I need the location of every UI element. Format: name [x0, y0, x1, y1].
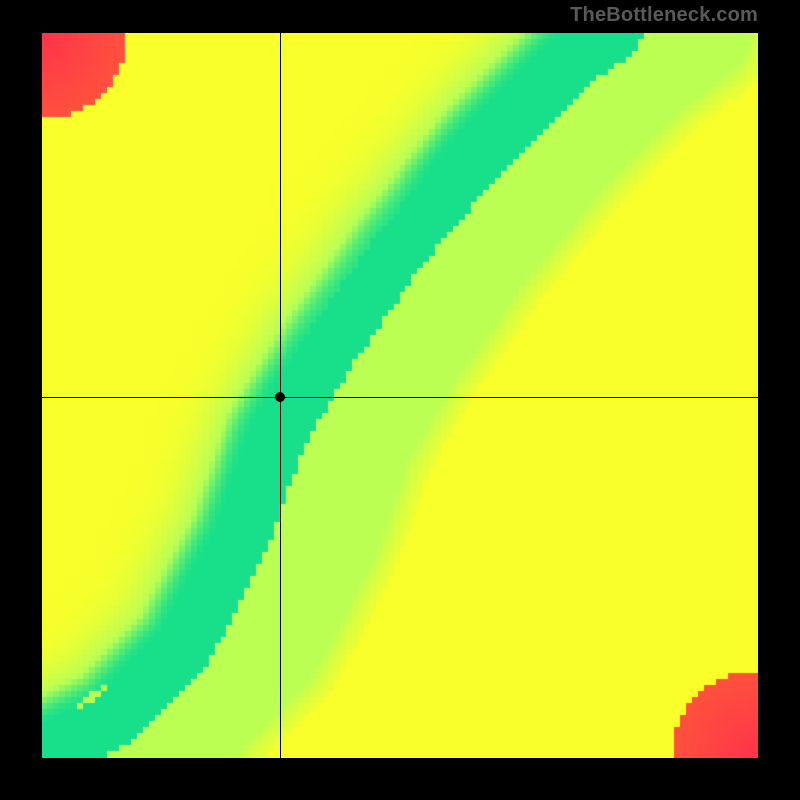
watermark-text: TheBottleneck.com: [570, 4, 758, 27]
chart-container: { "watermark": { "text": "TheBottleneck.…: [0, 0, 800, 800]
bottleneck-heatmap: [42, 33, 758, 758]
crosshair-marker: [275, 392, 285, 402]
crosshair-horizontal: [42, 397, 758, 398]
